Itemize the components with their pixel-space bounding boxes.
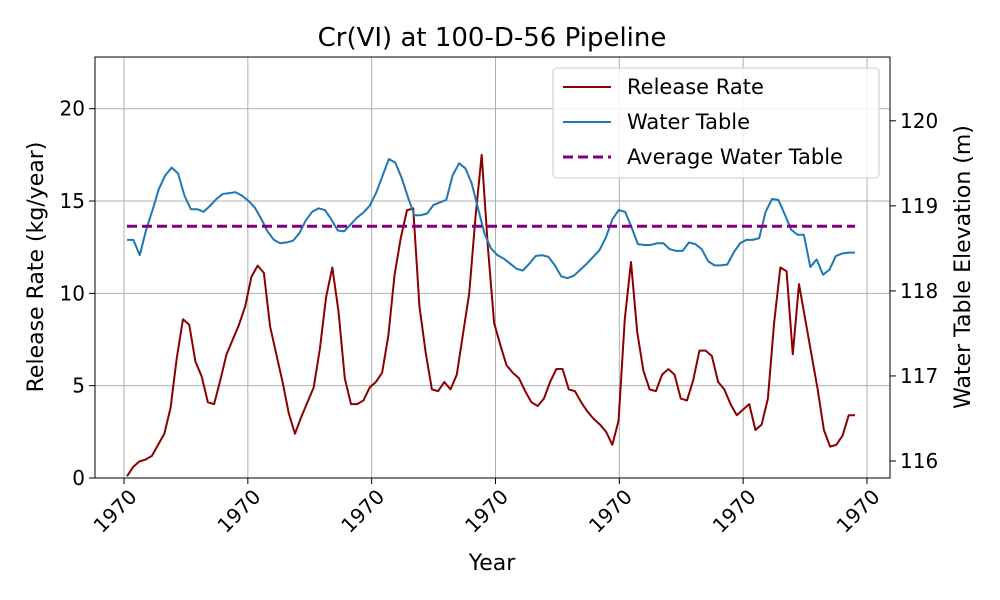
x-tick-label: 1970 <box>832 485 885 538</box>
x-tick-label: 1970 <box>584 485 637 538</box>
plot-frame <box>94 56 891 479</box>
y-right-tick-label: 117 <box>900 364 938 388</box>
legend-label-water-table: Water Table <box>627 110 750 134</box>
y-left-tick-label: 10 <box>60 281 85 305</box>
y-left-tick-label: 20 <box>60 97 85 121</box>
x-tick-label: 1970 <box>89 485 142 538</box>
y-left-tick-label: 15 <box>60 189 85 213</box>
legend: Release Rate Water Table Average Water T… <box>552 67 880 179</box>
x-tick-label: 1970 <box>460 485 513 538</box>
y-axis-label-right: Water Table Elevation (m) <box>951 125 976 409</box>
y-right-tick-label: 118 <box>900 279 938 303</box>
legend-label-average-water-table: Average Water Table <box>627 145 843 169</box>
chart-title: Cr(VI) at 100-D-56 Pipeline <box>318 23 667 53</box>
series-line-water-table <box>127 158 855 280</box>
y-right-tick-label: 116 <box>900 449 938 473</box>
legend-label-release-rate: Release Rate <box>627 75 764 99</box>
x-axis-label: Year <box>468 551 517 576</box>
series-layer <box>126 153 855 477</box>
y-right-tick-label: 119 <box>900 194 938 218</box>
y-right-tick-label: 120 <box>900 109 938 133</box>
x-tick-label: 1970 <box>336 485 389 538</box>
y-left-tick-label: 5 <box>72 374 85 398</box>
x-tick-label: 1970 <box>212 485 265 538</box>
x-tick-label: 1970 <box>708 485 761 538</box>
legend-frame <box>552 67 880 179</box>
y-left-tick-label: 0 <box>72 466 85 490</box>
series-line-release-rate <box>126 153 855 477</box>
y-axis-label-left: Release Rate (kg/year) <box>24 142 49 393</box>
